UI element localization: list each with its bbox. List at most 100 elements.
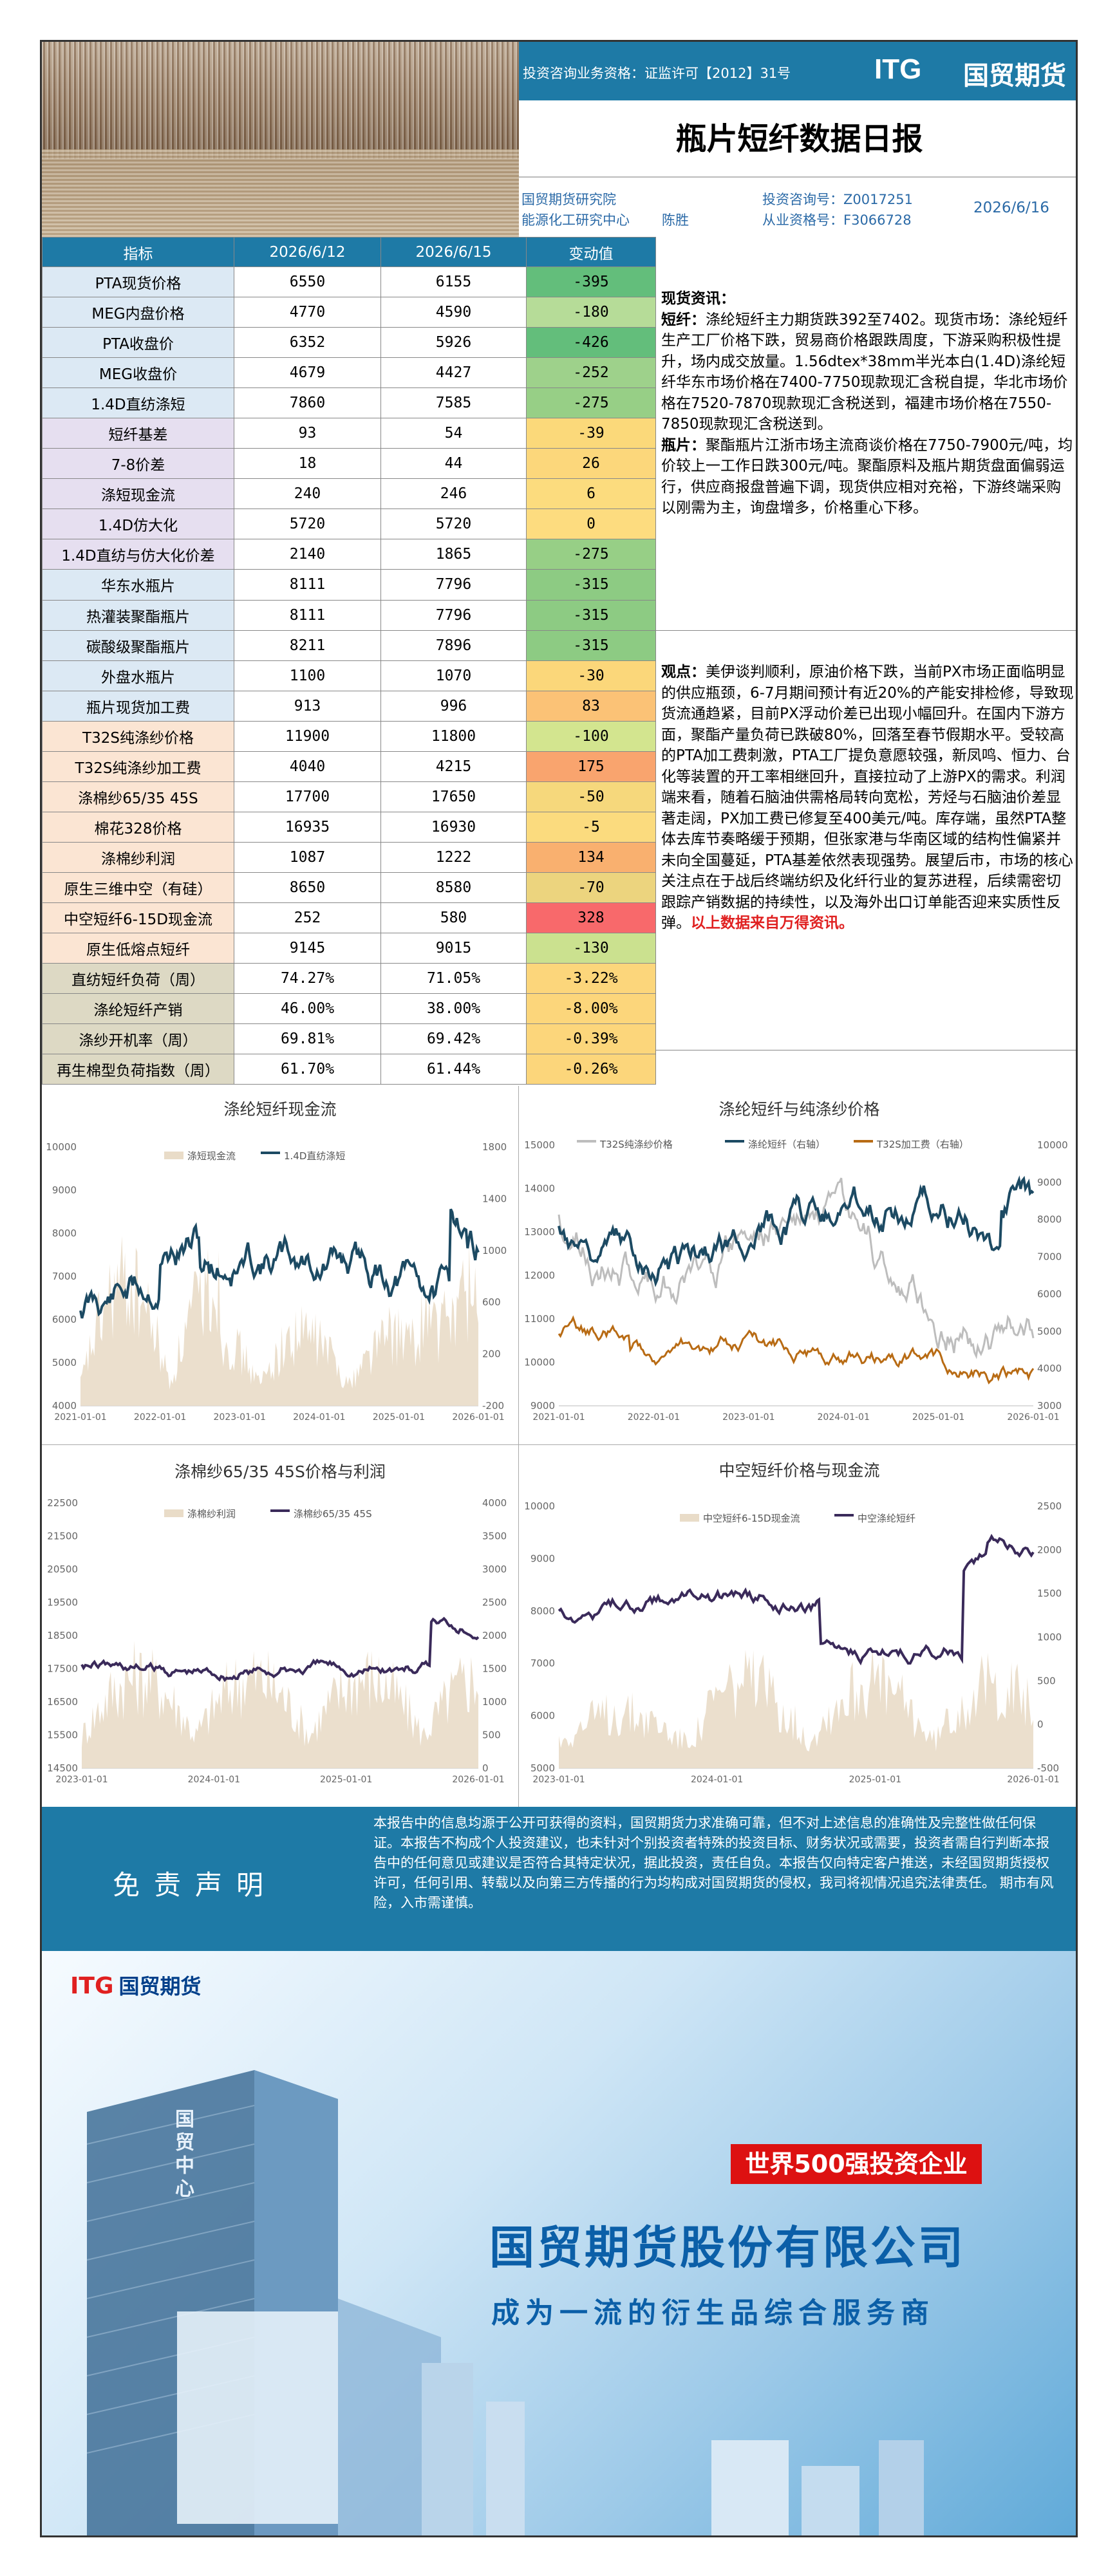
- value-cell: 8211: [234, 630, 381, 661]
- y-tick-right: 1000: [482, 1245, 507, 1256]
- line-series: [79, 1208, 480, 1319]
- y-tick-left: 19500: [47, 1597, 78, 1609]
- x-tick: 2022-01-01: [134, 1412, 186, 1423]
- table-row: T32S纯涤纱价格 11900 11800 -100: [42, 720, 656, 752]
- disclaimer-text: 本报告中的信息均源于公开可获得的资料，国贸期货力求准确可靠，但不对上述信息的准确…: [373, 1815, 1054, 1910]
- table-row: PTA收盘价 6352 5926 -426: [42, 327, 656, 359]
- x-tick: 2023-01-01: [722, 1412, 774, 1423]
- value-cell: 71.05%: [380, 963, 527, 994]
- row-label: 直纺短纤负荷（周）: [42, 963, 234, 994]
- company-logo-cn: 国贸期货: [963, 61, 1066, 91]
- value-cell: 8580: [380, 872, 527, 903]
- line-series: [558, 1315, 1035, 1385]
- table-row: 涤棉纱65/35 45S 17700 17650 -50: [42, 781, 656, 812]
- chart-svg: 涤纶短纤现金流 10000 9000 8000 7000 6000 5000 4000 1800…: [46, 1100, 507, 1423]
- row-label: 华东水瓶片: [42, 569, 234, 601]
- value-cell: 1070: [380, 660, 527, 691]
- row-label: 1.4D直纺涤短: [42, 387, 234, 419]
- y-tick-right: 1000: [482, 1696, 507, 1708]
- x-tick: 2025-01-01: [849, 1775, 901, 1785]
- value-cell: 8111: [234, 599, 381, 631]
- change-value: -315: [526, 599, 656, 631]
- table-row: MEG收盘价 4679 4427 -252: [42, 357, 656, 389]
- chart-title: 涤棉纱65/35 45S价格与利润: [174, 1462, 386, 1481]
- row-label: 中空短纤6-15D现金流: [42, 902, 234, 934]
- company-slogan: 成为一流的衍生品综合服务商: [491, 2297, 935, 2329]
- row-label: T32S纯涤纱价格: [42, 720, 234, 752]
- viewpoint-text: 美伊谈判顺利，原油价格下跌，当前PX市场正面临明显的供应瓶颈，6-7月期间预计有…: [661, 664, 1074, 931]
- value-cell: 913: [234, 690, 381, 722]
- legend-label: T32S加工费（右轴）: [876, 1139, 969, 1150]
- banner-logo-en: ITG: [70, 1973, 114, 1999]
- value-cell: 1100: [234, 660, 381, 691]
- value-cell: 93: [234, 418, 381, 449]
- row-label: 短纤基差: [42, 418, 234, 449]
- value-cell: 61.70%: [234, 1054, 381, 1085]
- y-tick-left: 7000: [530, 1657, 555, 1669]
- value-cell: 54: [380, 418, 527, 449]
- x-tick: 2024-01-01: [818, 1412, 870, 1423]
- y-tick-right: -200: [482, 1400, 504, 1412]
- change-value: -252: [526, 357, 656, 389]
- change-value: 175: [526, 751, 656, 782]
- chart-svg: 中空短纤价格与现金流100009000800070006000500025002…: [524, 1461, 1062, 1785]
- value-cell: 7860: [234, 387, 381, 419]
- value-cell: 44: [380, 448, 527, 480]
- y-tick-right: 3000: [482, 1563, 507, 1575]
- x-tick: 2023-01-01: [55, 1775, 108, 1785]
- chart-blended-yarn: 涤棉纱65/35 45S价格与利润 22500 21500 20500 19500 185…: [42, 1445, 519, 1807]
- y-tick-right: 1500: [482, 1663, 507, 1675]
- y-tick-left: 20500: [47, 1563, 78, 1575]
- disclaimer-title: 免责声明: [113, 1869, 278, 1901]
- x-tick: 2023-01-01: [214, 1412, 266, 1423]
- change-value: 83: [526, 690, 656, 722]
- change-value: -70: [526, 872, 656, 903]
- chart-svg: 涤棉纱65/35 45S价格与利润 22500 21500 20500 19500 185…: [47, 1462, 507, 1785]
- y-tick-right: 500: [482, 1730, 501, 1741]
- value-cell: 7896: [380, 630, 527, 661]
- y-tick-left: 7000: [52, 1271, 77, 1282]
- y-tick-left: 22500: [47, 1497, 78, 1509]
- row-label: MEG收盘价: [42, 357, 234, 389]
- chart-polyester-vs-yarn: 涤纶短纤与纯涤纱价格 15000 14000 13000 12000 11000 10000…: [519, 1086, 1076, 1445]
- change-value: -0.26%: [526, 1054, 656, 1085]
- row-label: 瓶片现货加工费: [42, 690, 234, 722]
- change-value: -8.00%: [526, 993, 656, 1025]
- row-label: 原生三维中空（有硅）: [42, 872, 234, 903]
- value-cell: 1087: [234, 841, 381, 873]
- change-value: -395: [526, 266, 656, 298]
- value-cell: 5926: [380, 327, 527, 359]
- y-tick-right: 3000: [1037, 1400, 1062, 1412]
- table-row: MEG内盘价格 4770 4590 -180: [42, 297, 656, 328]
- legend-swatch: [164, 1152, 183, 1159]
- y-tick-left: 8000: [530, 1605, 555, 1617]
- legend-label: 涤纶短纤（右轴）: [748, 1139, 825, 1150]
- legend-swatch: [164, 1509, 183, 1517]
- y-tick-left: 4000: [52, 1400, 77, 1412]
- change-value: 6: [526, 478, 656, 510]
- legend-label: 中空短纤6-15D现金流: [703, 1513, 800, 1524]
- value-cell: 4590: [380, 297, 527, 328]
- y-tick-right: 2500: [1037, 1500, 1062, 1512]
- value-cell: 8650: [234, 872, 381, 903]
- table-row: 1.4D直纺涤短 7860 7585 -275: [42, 387, 656, 419]
- legend-label: 涤棉纱65/35 45S: [294, 1508, 372, 1520]
- x-tick: 2024-01-01: [691, 1775, 743, 1785]
- y-tick-right: 1000: [1037, 1632, 1062, 1643]
- y-tick-right: 7000: [1037, 1251, 1062, 1263]
- table-row: 1.4D直纺与仿大化价差 2140 1865 -275: [42, 539, 656, 570]
- table-row: 瓶片现货加工费 913 996 83: [42, 690, 656, 722]
- legend-label: 中空涤纶短纤: [858, 1513, 915, 1524]
- y-tick-right: 5000: [1037, 1325, 1062, 1337]
- y-tick-left: 17500: [47, 1663, 78, 1675]
- x-tick: 2022-01-01: [628, 1412, 680, 1423]
- value-cell: 7585: [380, 387, 527, 419]
- y-tick-left: 14500: [47, 1762, 78, 1774]
- row-label: 原生低熔点短纤: [42, 933, 234, 964]
- spot-news-box: 现货资讯： 短纤：涤纶短纤主力期货跌392至7402。现货市场：涤纶短纤生产工厂…: [655, 237, 1076, 631]
- value-cell: 7796: [380, 569, 527, 601]
- value-cell: 4770: [234, 297, 381, 328]
- y-tick-left: 18500: [47, 1630, 78, 1641]
- y-tick-left: 6000: [52, 1314, 77, 1325]
- legend-swatch: [270, 1509, 290, 1512]
